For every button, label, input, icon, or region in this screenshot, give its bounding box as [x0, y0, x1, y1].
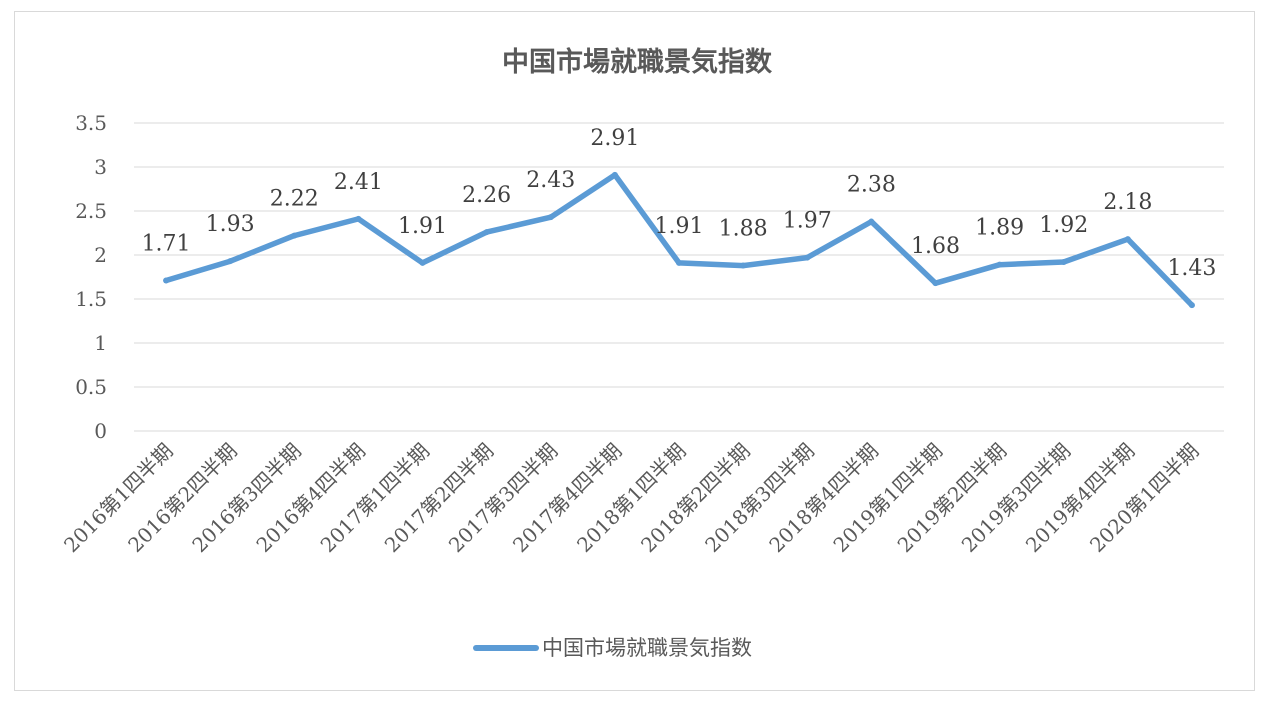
- legend: 中国市場就職景気指数: [473, 636, 752, 660]
- y-axis-ticks: 0 0.5 1 1.5 2 2.5 3 3.5: [75, 111, 107, 443]
- data-point: [611, 171, 618, 178]
- data-point: [291, 232, 298, 239]
- data-point: [932, 280, 939, 287]
- data-point: [483, 229, 490, 236]
- x-tick-label: 2019第4四半期: [1021, 439, 1140, 558]
- y-tick-label: 2.5: [75, 199, 107, 223]
- chart-frame: [14, 11, 1255, 691]
- y-tick-label: 1: [94, 331, 107, 355]
- data-label: 2.43: [526, 168, 575, 193]
- y-tick-label: 3: [94, 155, 107, 179]
- data-label: 1.93: [206, 212, 255, 237]
- data-label: 1.91: [398, 214, 447, 239]
- data-point: [547, 214, 554, 221]
- data-point: [1060, 259, 1067, 266]
- x-tick-label: 2018第1四半期: [572, 439, 691, 558]
- x-tick-label: 2018第2四半期: [636, 439, 755, 558]
- x-tick-label: 2016第1四半期: [59, 439, 178, 558]
- y-tick-label: 3.5: [75, 111, 107, 135]
- data-point: [1188, 302, 1195, 309]
- y-tick-label: 1.5: [75, 287, 107, 311]
- x-tick-label: 2017第3四半期: [444, 439, 563, 558]
- x-tick-label: 2017第4四半期: [508, 439, 627, 558]
- data-point: [355, 215, 362, 222]
- y-tick-label: 2: [94, 243, 107, 267]
- data-label: 1.43: [1167, 256, 1216, 281]
- x-tick-label: 2016第4四半期: [251, 439, 370, 558]
- x-tick-label: 2016第2四半期: [123, 439, 242, 558]
- data-point: [1124, 236, 1131, 243]
- x-tick-label: 2018第3四半期: [700, 439, 819, 558]
- data-label: 1.89: [975, 216, 1024, 241]
- series-line: [163, 172, 1195, 308]
- x-tick-label: 2019第1四半期: [828, 439, 947, 558]
- data-point: [163, 277, 170, 284]
- data-label: 2.26: [462, 183, 511, 208]
- data-label: 1.92: [1039, 213, 1088, 238]
- x-tick-label: 2018第4四半期: [764, 439, 883, 558]
- data-label: 2.91: [590, 126, 639, 151]
- data-label: 1.68: [911, 234, 960, 259]
- data-label: 1.88: [719, 217, 768, 242]
- chart-title: 中国市場就職景気指数: [502, 46, 773, 78]
- legend-label: 中国市場就職景気指数: [542, 636, 752, 660]
- data-label: 2.38: [847, 173, 896, 198]
- data-point: [996, 261, 1003, 268]
- data-point: [804, 254, 811, 261]
- x-tick-label: 2019第3四半期: [957, 439, 1076, 558]
- data-label: 2.22: [270, 187, 319, 212]
- data-label: 1.97: [783, 209, 832, 234]
- data-point: [676, 259, 682, 266]
- data-label: 2.18: [1103, 190, 1152, 215]
- data-point: [227, 258, 234, 265]
- gridlines: [134, 122, 1224, 432]
- data-labels: 1.71 1.93 2.22 2.41 1.91 2.26 2.43 2.91 1.91 1.88…: [142, 126, 1217, 281]
- x-tick-label: 2016第3四半期: [187, 439, 306, 558]
- y-tick-label: 0.5: [75, 375, 107, 399]
- data-point: [868, 218, 875, 225]
- x-tick-label: 2017第1四半期: [316, 439, 435, 558]
- data-label: 1.91: [655, 214, 704, 239]
- x-tick-label: 2017第2四半期: [380, 439, 499, 558]
- data-point: [740, 262, 747, 269]
- x-tick-label: 2019第2四半期: [893, 439, 1012, 558]
- x-tick-label: 2020第1四半期: [1085, 439, 1204, 558]
- data-label: 2.41: [334, 170, 383, 195]
- data-label: 1.71: [142, 232, 191, 257]
- data-point: [419, 259, 426, 266]
- y-tick-label: 0: [94, 419, 107, 443]
- x-axis-ticks: 2016第1四半期2016第2四半期2016第3四半期2016第4四半期2017…: [59, 439, 1203, 558]
- series-layer: [163, 171, 1195, 309]
